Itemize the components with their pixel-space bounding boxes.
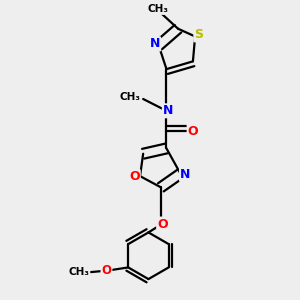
Text: N: N xyxy=(150,38,160,50)
Text: CH₃: CH₃ xyxy=(120,92,141,102)
Text: N: N xyxy=(180,168,190,181)
Text: S: S xyxy=(194,28,203,41)
Text: CH₃: CH₃ xyxy=(68,267,89,277)
Text: N: N xyxy=(163,104,173,117)
Text: O: O xyxy=(129,170,140,183)
Text: O: O xyxy=(157,218,168,230)
Text: CH₃: CH₃ xyxy=(147,4,168,14)
Text: O: O xyxy=(101,264,112,277)
Text: O: O xyxy=(188,125,198,138)
